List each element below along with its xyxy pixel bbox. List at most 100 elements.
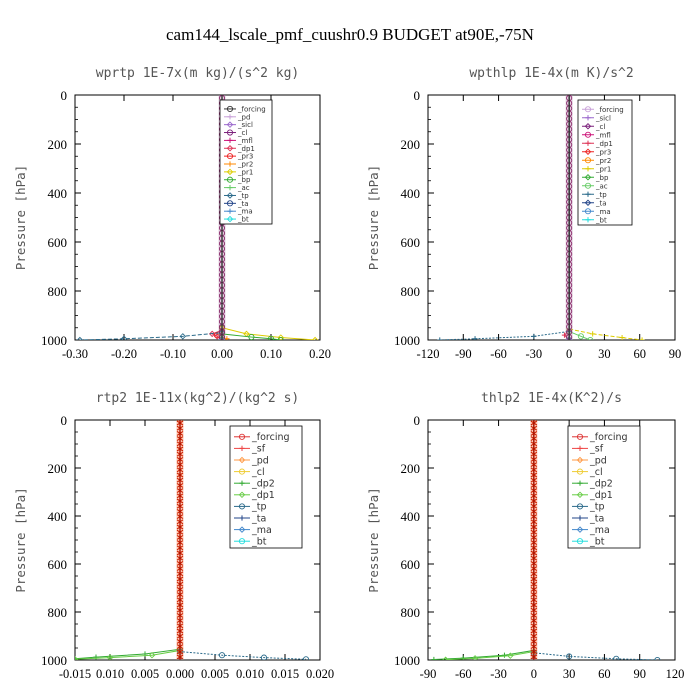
legend-label: _forcing — [237, 105, 266, 113]
legend-swatch-marker — [576, 456, 584, 464]
series-line-dp2 — [75, 420, 181, 660]
legend-swatch-marker — [226, 200, 234, 207]
legend-swatch-marker — [577, 515, 583, 521]
legend-swatch-marker — [226, 192, 234, 199]
legend-swatch-marker — [226, 129, 234, 136]
legend-label: _forcing — [251, 432, 290, 443]
series-line-tp — [439, 95, 570, 340]
legend: _forcing_pd_sicl_cl_mfl_dp1_pr3_pr2_pr1_… — [219, 99, 273, 225]
legend-item: _bt — [572, 537, 605, 548]
x-tick-label: 90 — [633, 667, 646, 681]
legend-label: _pr2 — [595, 157, 611, 165]
legend-label: _pr3 — [595, 148, 611, 156]
series-point-pr1 — [639, 337, 645, 340]
legend-swatch-marker — [227, 137, 233, 143]
y-tick-label: 600 — [48, 235, 68, 250]
legend-item: _sicl — [582, 114, 611, 122]
x-tick-label: -30 — [526, 347, 543, 361]
series-point-bp — [248, 334, 255, 340]
x-tick-label: 0.010 — [236, 667, 264, 681]
y-axis-label: Pressure [hPa] — [13, 165, 28, 270]
legend-swatch-marker — [585, 217, 591, 223]
legend-label: _pr3 — [237, 153, 253, 161]
legend-swatch-marker — [584, 157, 592, 164]
zero-profile-column — [176, 420, 184, 660]
legend-label: _pr1 — [237, 168, 253, 176]
legend-label: _dp1 — [251, 490, 275, 501]
series-point-tp — [654, 656, 661, 660]
legend-item: _forcing — [234, 432, 290, 443]
legend-swatch-marker — [226, 215, 234, 223]
x-tick-label: 60 — [598, 667, 611, 681]
legend-swatch-marker — [584, 182, 592, 189]
series-point-tp — [218, 652, 226, 659]
legend-swatch-marker — [227, 161, 233, 167]
legend-item: _pr1 — [224, 168, 253, 176]
series-point-dp2 — [431, 656, 437, 660]
legend-swatch-marker — [577, 480, 583, 486]
x-tick-label: 0.005 — [131, 667, 159, 681]
series-point-bp — [277, 336, 284, 340]
legend-swatch-marker — [238, 456, 246, 464]
legend: _forcing_sf_pd_cl_dp2_dp1_tp_ta_ma_bt — [567, 425, 641, 549]
legend-item: _ma — [234, 525, 272, 536]
legend-swatch-marker — [238, 433, 246, 440]
series-point-pr1 — [277, 334, 285, 340]
legend-swatch-marker — [238, 538, 246, 545]
series-point-tp — [120, 335, 128, 340]
legend-label: _tp — [251, 502, 267, 513]
legend-item: _ma — [572, 525, 610, 536]
series-group — [431, 420, 661, 660]
plot-frame — [427, 94, 676, 341]
x-tick-label: 90 — [669, 347, 682, 361]
series-point-tp — [260, 654, 268, 660]
series-point-tp — [437, 337, 443, 340]
legend-swatch-marker — [239, 445, 245, 451]
series-point-ac — [577, 333, 584, 340]
series-line-dp2 — [433, 420, 535, 660]
legend-item: _dp1 — [572, 490, 613, 501]
chart-panel-2: wpthlp 1E-4x(m K)/s^2 Pressure [hPa] 0 200 4… — [366, 66, 681, 361]
legend: _forcing_sicl_cl_mfl_dp1_pr3_pr2_pr1_bp_… — [577, 99, 633, 226]
y-tick-label: 200 — [48, 461, 68, 476]
series-point-dp2 — [93, 654, 99, 660]
y-tick-label: 600 — [401, 235, 421, 250]
x-tick-label: 60 — [633, 347, 646, 361]
plot-frame — [74, 94, 321, 341]
series-line-tp — [79, 95, 223, 340]
legend-item: _dp1 — [224, 145, 255, 153]
legend-label: _sicl — [237, 121, 253, 129]
series-point-ma — [530, 656, 538, 660]
series-point-pr1 — [590, 331, 596, 337]
y-tick-label: 800 — [401, 284, 421, 299]
legend-item: _ma — [582, 208, 611, 216]
x-tick-label: 0.00 — [211, 347, 233, 361]
panel-title: wprtp 1E-7x(m kg)/(s^2 kg) — [96, 66, 300, 81]
x-tick-label: 30 — [563, 667, 576, 681]
chart-panel-3: rtp2 1E-11x(kg^2)/(kg^2 s) Pressure [hPa]… — [13, 391, 334, 681]
legend-label: _ma — [237, 208, 253, 216]
legend-swatch-marker — [584, 174, 592, 181]
series-line-dp1 — [75, 420, 181, 660]
legend-label: _ta — [237, 200, 249, 208]
x-tick-label: 0.010 — [96, 667, 124, 681]
y-tick-label: 600 — [48, 557, 68, 572]
legend-label: _pr2 — [237, 161, 253, 169]
legend-label: _bt — [237, 216, 249, 224]
legend-item: _pr1 — [582, 165, 611, 173]
legend-swatch-marker — [584, 199, 592, 206]
legend-swatch-marker — [227, 185, 233, 191]
series-point-dp1 — [75, 656, 79, 660]
legend-label: _sicl — [595, 114, 611, 122]
series-point-tp — [613, 655, 620, 660]
y-tick-label: 200 — [401, 137, 421, 152]
legend-swatch-marker — [227, 114, 233, 120]
y-tick-label: 200 — [48, 137, 68, 152]
y-tick-label: 0 — [414, 413, 421, 428]
legend-item: _tp — [582, 191, 607, 199]
legend-swatch-marker — [577, 445, 583, 451]
x-tick-label: 30 — [598, 347, 611, 361]
legend-label: _sf — [251, 444, 266, 455]
legend-item: _pd — [234, 455, 269, 466]
legend-item: _pr2 — [224, 161, 253, 169]
